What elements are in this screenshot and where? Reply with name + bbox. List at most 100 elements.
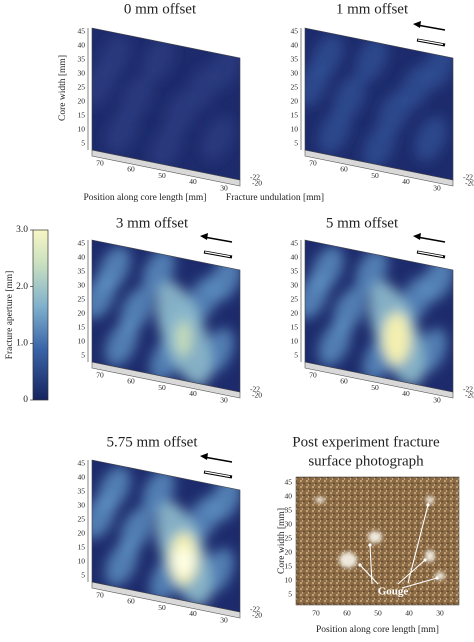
x-tick-label: 60 [127, 597, 135, 606]
gouge-arrow [407, 504, 429, 584]
x-tick-label: 70 [96, 590, 104, 599]
y-tick-label: 30 [78, 281, 86, 290]
y-tick-label: 15 [291, 111, 299, 120]
y-tick-label: 35 [78, 267, 86, 276]
aperture-peak [382, 312, 411, 365]
aperture-patch [92, 61, 116, 107]
y-tick-label: 20 [291, 97, 299, 106]
gouge-spot [425, 550, 435, 562]
y-tick-label: 5 [81, 351, 85, 360]
shear-arrow-head [413, 21, 421, 28]
y-tick-label: 10 [291, 337, 299, 346]
aperture-patch [105, 541, 138, 587]
y-tick-label: 5 [81, 139, 85, 148]
photo-x-tick-label: 70 [312, 609, 320, 618]
x-tick-label: 30 [433, 183, 441, 192]
panel-title: 0 mm offset [124, 1, 197, 17]
photo-y-axis-label: Core width [mm] [277, 508, 287, 574]
x-tick-label: 60 [127, 377, 135, 386]
x-tick-label: 40 [402, 177, 410, 186]
photo-y-tick-label: 45 [285, 478, 293, 487]
gouge-arrow [359, 564, 379, 585]
colorbar-tick-label: 2.0 [16, 282, 28, 292]
gouge-spot [315, 497, 325, 503]
z-tick-label: -22 [250, 173, 260, 182]
aperture-peak [175, 320, 192, 357]
y-tick-label: 20 [78, 97, 86, 106]
surface-texture [305, 246, 453, 386]
surface [305, 28, 453, 180]
gouge-arrow-tip [423, 558, 427, 562]
z-tick-label: -22 [463, 173, 473, 182]
y-tick-label: 45 [291, 27, 299, 36]
y-tick-label: 15 [78, 323, 86, 332]
y-tick-label: 25 [78, 515, 86, 524]
photo-x-tick-label: 50 [374, 609, 382, 618]
gouge-arrow-tip [358, 563, 362, 567]
y-tick-label: 10 [78, 557, 86, 566]
gouge-spot [426, 496, 434, 504]
x-tick-label: 60 [127, 165, 135, 174]
y-tick-label: 35 [291, 267, 299, 276]
shear-arrow-inner [204, 471, 231, 478]
x-tick-label: 50 [371, 171, 379, 180]
aperture-patch [414, 116, 448, 162]
x-tick-label: 60 [340, 165, 348, 174]
y-tick-label: 25 [78, 295, 86, 304]
shear-arrow-head [413, 233, 421, 240]
photo-title: Post experiment fracture [292, 434, 440, 450]
gouge-spot [339, 552, 357, 568]
y-tick-label: 5 [294, 351, 298, 360]
y-tick-label: 40 [78, 473, 86, 482]
colorbar-tick-label: 0 [23, 395, 28, 405]
y-tick-label: 20 [291, 309, 299, 318]
colorbar-label: Fracture aperture [mm] [5, 271, 15, 360]
y-tick-label: 10 [291, 125, 299, 134]
gouge-arrow [401, 577, 438, 589]
x-tick-label: 30 [220, 615, 228, 624]
aperture-patch [305, 61, 329, 107]
y-tick-label: 10 [78, 337, 86, 346]
shear-arrow-inner [417, 251, 444, 258]
aperture-patch [92, 493, 116, 539]
shear-arrow-inner [417, 39, 444, 46]
y-tick-label: 30 [78, 501, 86, 510]
gouge-arrow [369, 544, 373, 585]
surface-edge [91, 27, 241, 181]
colorbar-tick-label: 1.0 [16, 339, 28, 349]
y-tick-label: 35 [291, 55, 299, 64]
y-tick-label: 30 [291, 281, 299, 290]
x-axis-label: Position along core length [mm] [84, 193, 207, 203]
y-tick-label: 40 [78, 253, 86, 262]
aperture-patch [305, 273, 329, 319]
y-tick-label: 45 [78, 27, 86, 36]
surface [92, 240, 240, 392]
aperture-patch [142, 37, 175, 83]
y-tick-label: 30 [291, 69, 299, 78]
gouge-arrow-tip [426, 503, 430, 507]
surface-texture [92, 466, 240, 606]
y-tick-label: 15 [291, 323, 299, 332]
y-tick-label: 25 [291, 295, 299, 304]
x-tick-label: 70 [96, 158, 104, 167]
x-tick-label: 70 [309, 158, 317, 167]
surface [305, 240, 453, 392]
z-tick-label: -22 [463, 385, 473, 394]
surface-edge [91, 459, 241, 613]
y-tick-label: 10 [78, 125, 86, 134]
aperture-patch [201, 116, 235, 162]
x-tick-label: 40 [189, 389, 197, 398]
y-tick-label: 35 [78, 55, 86, 64]
z-tick-label: -20 [465, 391, 474, 400]
y-tick-label: 35 [78, 487, 86, 496]
z-tick-label: -20 [465, 179, 474, 188]
x-tick-label: 50 [158, 383, 166, 392]
aperture-patch [355, 37, 388, 83]
y-tick-label: 45 [291, 239, 299, 248]
photo-x-tick-label: 40 [405, 609, 413, 618]
y-tick-label: 15 [78, 111, 86, 120]
panel-title: 5.75 mm offset [107, 434, 199, 450]
x-tick-label: 30 [220, 395, 228, 404]
x-tick-label: 70 [309, 370, 317, 379]
